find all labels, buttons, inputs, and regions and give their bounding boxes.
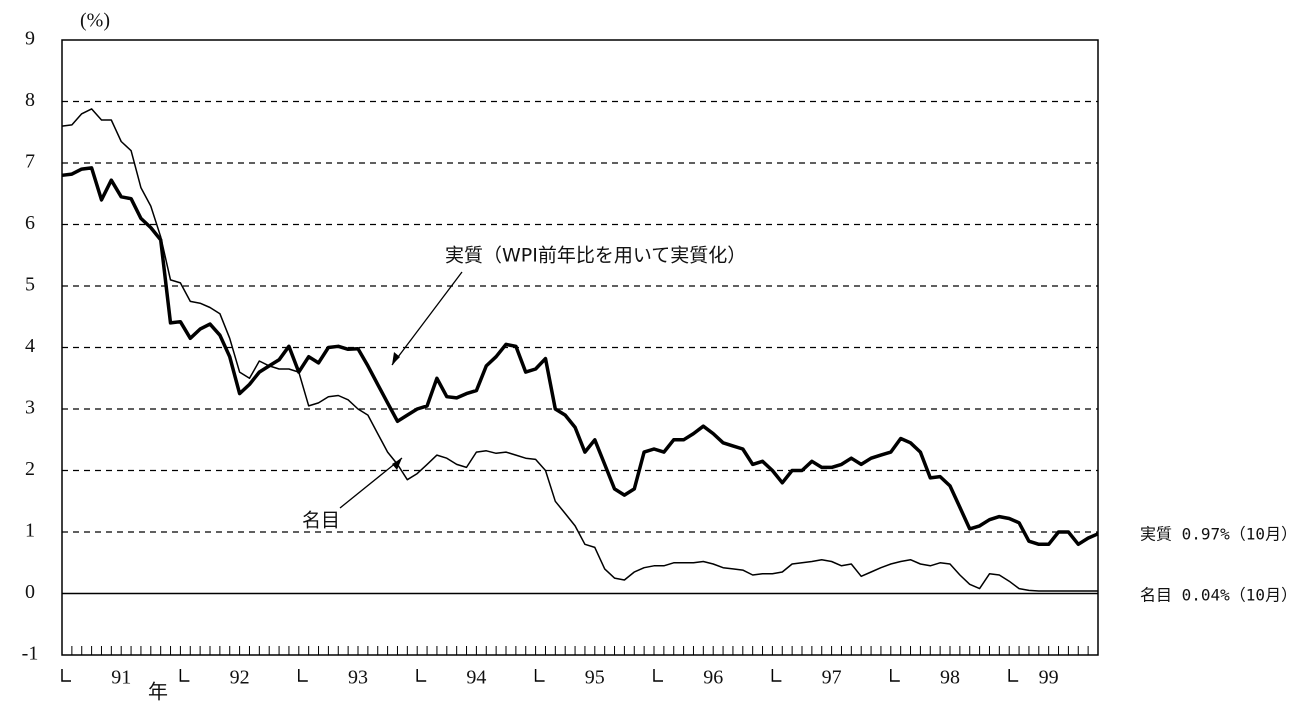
y-tick-label: 0 [25, 581, 35, 603]
real-end-label: 実質 0.97%（10月） [1140, 525, 1297, 544]
x-tick-label: 95 [585, 667, 605, 689]
arrow [339, 457, 403, 509]
series-line [61, 108, 1098, 592]
year-marker [653, 669, 663, 682]
year-marker [1008, 669, 1019, 682]
y-tick-label: 4 [25, 335, 35, 357]
x-tick-label: 91 [111, 667, 131, 689]
x-tick-label: 99 [1039, 667, 1059, 689]
real-annotation: 実質（WPI前年比を用いて実質化） [445, 245, 746, 267]
y-tick-label: -1 [22, 643, 39, 665]
y-unit: (%) [80, 10, 110, 32]
plot-frame [61, 39, 1099, 656]
y-tick-label: 2 [25, 458, 35, 480]
year-marker [416, 669, 427, 682]
y-tick-label: 9 [25, 28, 35, 50]
x-tick-label: 93 [348, 667, 368, 689]
x-tick-label: 92 [230, 667, 250, 689]
x-tick-label: 94 [466, 667, 486, 689]
y-tick-label: 3 [25, 397, 35, 419]
x-tick-label: 98 [940, 667, 960, 689]
year-marker [771, 669, 782, 682]
y-tick-label: 8 [25, 89, 35, 111]
y-tick-label: 5 [25, 274, 35, 296]
year-marker [179, 669, 190, 682]
year-marker [298, 669, 308, 682]
year-marker [61, 669, 71, 682]
nominal-end-label: 名目 0.04%（10月） [1140, 586, 1297, 605]
x-tick-label: 96 [703, 667, 723, 689]
y-tick-label: 6 [25, 212, 35, 234]
year-marker [534, 669, 545, 682]
x-unit: 年 [148, 681, 168, 702]
x-tick-label: 97 [822, 667, 842, 689]
series-line [61, 166, 1099, 547]
y-tick-label: 1 [25, 520, 35, 542]
year-marker [890, 669, 900, 682]
arrow [391, 271, 463, 366]
y-tick-label: 7 [25, 151, 35, 173]
arrow-head [392, 352, 400, 365]
nominal-annotation: 名目 [302, 510, 340, 532]
